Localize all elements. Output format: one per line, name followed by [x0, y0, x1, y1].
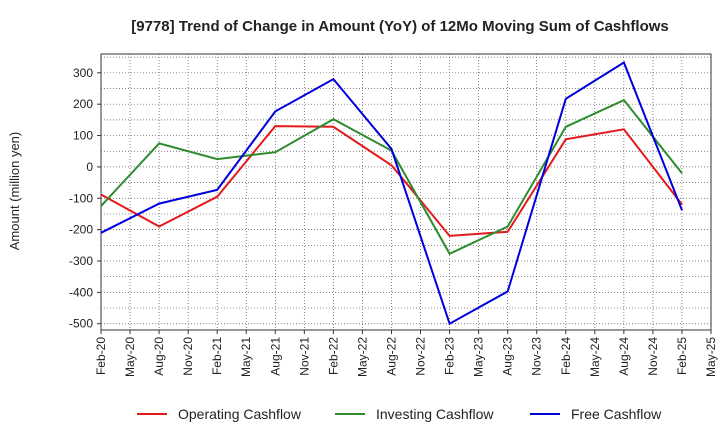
legend-label: Free Cashflow	[571, 406, 662, 422]
legend-label: Operating Cashflow	[178, 406, 302, 422]
series-line-operating-cashflow	[100, 125, 683, 237]
x-tick-label: May-25	[704, 337, 718, 377]
x-tick-label: May-24	[588, 337, 602, 377]
y-tick-label: -300	[69, 254, 93, 268]
x-tick-label: Nov-22	[414, 337, 428, 376]
y-tick-label: 100	[73, 129, 93, 143]
y-tick-label: -100	[69, 191, 93, 205]
x-tick-label: May-23	[472, 337, 486, 377]
x-tick-label: Nov-24	[646, 337, 660, 376]
y-tick-label: -400	[69, 285, 93, 299]
x-tick-label: May-21	[239, 337, 253, 377]
y-axis-ticks: 300 200 100 0 -100 -200 -300 -400 -500	[69, 66, 101, 331]
x-tick-label: Aug-23	[501, 337, 515, 376]
x-tick-label: Feb-24	[559, 337, 573, 375]
x-tick-label: Aug-22	[384, 337, 398, 376]
x-tick-label: Nov-21	[297, 337, 311, 376]
x-tick-label: Aug-24	[617, 337, 631, 376]
x-tick-label: Aug-20	[152, 337, 166, 376]
x-tick-label: Nov-20	[181, 337, 195, 376]
chart-title: [9778] Trend of Change in Amount (YoY) o…	[131, 18, 669, 35]
y-tick-label: 0	[86, 160, 93, 174]
x-tick-label: Feb-20	[94, 337, 108, 375]
x-tick-label: Feb-22	[326, 337, 340, 375]
y-tick-label: -500	[69, 317, 93, 331]
x-axis-ticks: Feb-20 May-20 Aug-20 Nov-20 Feb-21 May-21 Aug-…	[94, 330, 718, 377]
x-tick-label: Nov-23	[530, 337, 544, 376]
x-tick-label: May-20	[123, 337, 137, 377]
y-tick-label: 300	[73, 66, 93, 80]
y-axis-label: Amount (million yen)	[7, 132, 22, 251]
x-tick-label: May-22	[355, 337, 369, 377]
legend: Operating Cashflow Investing Cashflow Free…	[137, 406, 662, 422]
series-group	[100, 61, 683, 326]
legend-label: Investing Cashflow	[376, 406, 494, 422]
x-tick-label: Aug-21	[268, 337, 282, 376]
series-line-free-cashflow	[100, 61, 683, 326]
y-tick-label: -200	[69, 223, 93, 237]
x-tick-label: Feb-21	[210, 337, 224, 375]
grid	[101, 54, 711, 330]
x-tick-label: Feb-25	[675, 337, 689, 375]
x-tick-label: Feb-23	[443, 337, 457, 375]
y-tick-label: 200	[73, 97, 93, 111]
